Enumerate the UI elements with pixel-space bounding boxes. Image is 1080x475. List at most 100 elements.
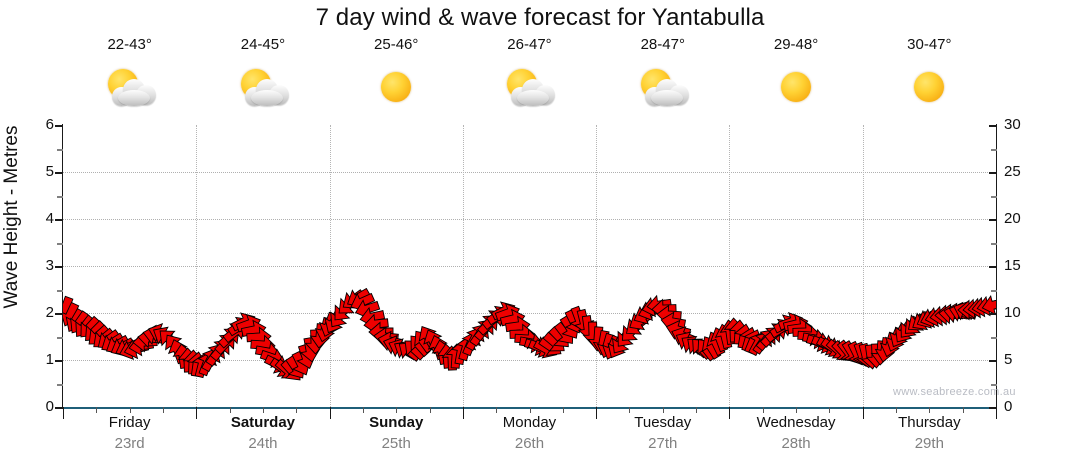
x-axis-minor-tick	[662, 407, 664, 413]
day-date: 24th	[248, 435, 278, 452]
day-date: 23rd	[114, 435, 145, 452]
day-date: 25th	[381, 435, 411, 452]
x-axis-minor-tick	[829, 407, 831, 413]
y-tick-label-right: 25	[1004, 163, 1021, 180]
day-date: 27th	[648, 435, 678, 452]
y-tick-label-left: 3	[45, 257, 54, 274]
y-tick-label-left: 6	[45, 116, 54, 133]
day-header: 25-46°	[330, 36, 463, 126]
day-header: 30-47°	[863, 36, 996, 126]
day-label: Thursday 29th	[863, 412, 996, 470]
day-label: Wednesday 28th	[729, 412, 862, 470]
gridline-vertical	[329, 125, 331, 407]
y-axis-left-title: Wave Height - Metres	[1, 125, 22, 309]
gridline-vertical	[196, 125, 198, 407]
day-name: Monday	[502, 414, 557, 431]
x-axis-minor-tick	[962, 407, 964, 413]
x-axis-minor-tick	[396, 407, 398, 413]
y-axis-minor-tick	[991, 148, 997, 151]
x-axis-minor-tick	[762, 407, 764, 413]
y-axis-minor-tick	[57, 336, 63, 339]
watermark: www.seabreeze.com.au	[893, 386, 1016, 398]
y-axis-tick	[55, 125, 63, 127]
sunny-icon	[764, 58, 828, 116]
partly-cloudy-icon	[630, 58, 695, 116]
day-date: 29th	[914, 435, 944, 452]
sun-disc-icon	[914, 72, 945, 102]
gridline-horizontal	[63, 266, 996, 267]
day-separator-tick	[996, 407, 997, 419]
day-header: 29-48°	[729, 36, 862, 126]
x-axis-minor-tick	[929, 407, 931, 413]
y-axis-tick	[55, 360, 63, 362]
day-label: Tuesday 27th	[596, 412, 729, 470]
y-axis-tick	[55, 266, 63, 268]
day-label: Saturday 24th	[196, 412, 329, 470]
y-tick-label-right: 10	[1004, 304, 1021, 321]
day-separator-tick	[729, 407, 731, 419]
y-axis-minor-tick	[57, 242, 63, 245]
y-axis-minor-tick	[991, 195, 997, 198]
partly-cloudy-icon	[230, 58, 295, 116]
sun-disc-icon	[381, 72, 412, 102]
cloud-icon	[111, 78, 156, 106]
day-name: Friday	[108, 414, 151, 431]
day-separator-tick	[63, 407, 64, 419]
cloud-icon	[244, 78, 289, 106]
x-axis-minor-tick	[896, 407, 898, 413]
gridline-vertical	[729, 125, 731, 407]
gridline-vertical	[862, 125, 864, 407]
day-header: 22-43°	[63, 36, 196, 126]
y-tick-label-left: 4	[45, 210, 54, 227]
day-separator-tick	[329, 407, 331, 419]
y-axis-tick	[989, 360, 997, 362]
x-axis-minor-tick	[562, 407, 564, 413]
day-label: Friday 23rd	[63, 412, 196, 470]
y-axis-minor-tick	[991, 383, 997, 386]
y-tick-label-right: 15	[1004, 257, 1021, 274]
y-axis-tick	[55, 407, 63, 409]
page-title: 7 day wind & wave forecast for Yantabull…	[315, 4, 765, 31]
day-name: Saturday	[230, 414, 296, 431]
x-axis-minor-tick	[629, 407, 631, 413]
y-tick-label-right: 0	[1004, 398, 1013, 415]
y-axis-minor-tick	[57, 148, 63, 151]
cloud-icon	[644, 78, 689, 106]
x-axis-day-labels: Friday 23rd Saturday 24th Sunday 25th Monday 26…	[63, 412, 996, 470]
cloud-icon	[511, 78, 556, 106]
x-axis-minor-tick	[362, 407, 364, 413]
sunny-icon	[364, 58, 428, 116]
day-name: Tuesday	[634, 414, 692, 431]
y-tick-label-left: 5	[45, 163, 54, 180]
x-axis-minor-tick	[796, 407, 798, 413]
day-header: 26-47°	[463, 36, 596, 126]
day-separator-tick	[196, 407, 198, 419]
x-axis-minor-tick	[496, 407, 498, 413]
y-axis-tick	[55, 219, 63, 221]
day-separator-tick	[462, 407, 464, 419]
plot-area	[63, 125, 996, 407]
temperature-range: 28-47°	[640, 36, 685, 53]
temperature-range: 22-43°	[107, 36, 152, 53]
x-axis-minor-tick	[162, 407, 164, 413]
y-axis-tick	[989, 266, 997, 268]
x-axis-minor-tick	[96, 407, 98, 413]
y-axis-tick	[989, 219, 997, 221]
day-name: Thursday	[898, 414, 961, 431]
y-axis-tick	[55, 172, 63, 174]
y-axis-minor-tick	[57, 383, 63, 386]
y-axis-tick	[989, 313, 997, 315]
y-axis-minor-tick	[57, 195, 63, 198]
temperature-range: 30-47°	[907, 36, 952, 53]
wind-arrow-layer	[63, 125, 996, 407]
y-tick-label-left: 2	[45, 304, 54, 321]
gridline-horizontal	[63, 313, 996, 314]
partly-cloudy-icon	[97, 58, 162, 116]
x-axis-minor-tick	[429, 407, 431, 413]
x-axis-minor-tick	[529, 407, 531, 413]
day-header: 24-45°	[196, 36, 329, 126]
y-tick-label-right: 20	[1004, 210, 1021, 227]
gridline-vertical	[596, 125, 598, 407]
y-axis-minor-tick	[57, 289, 63, 292]
